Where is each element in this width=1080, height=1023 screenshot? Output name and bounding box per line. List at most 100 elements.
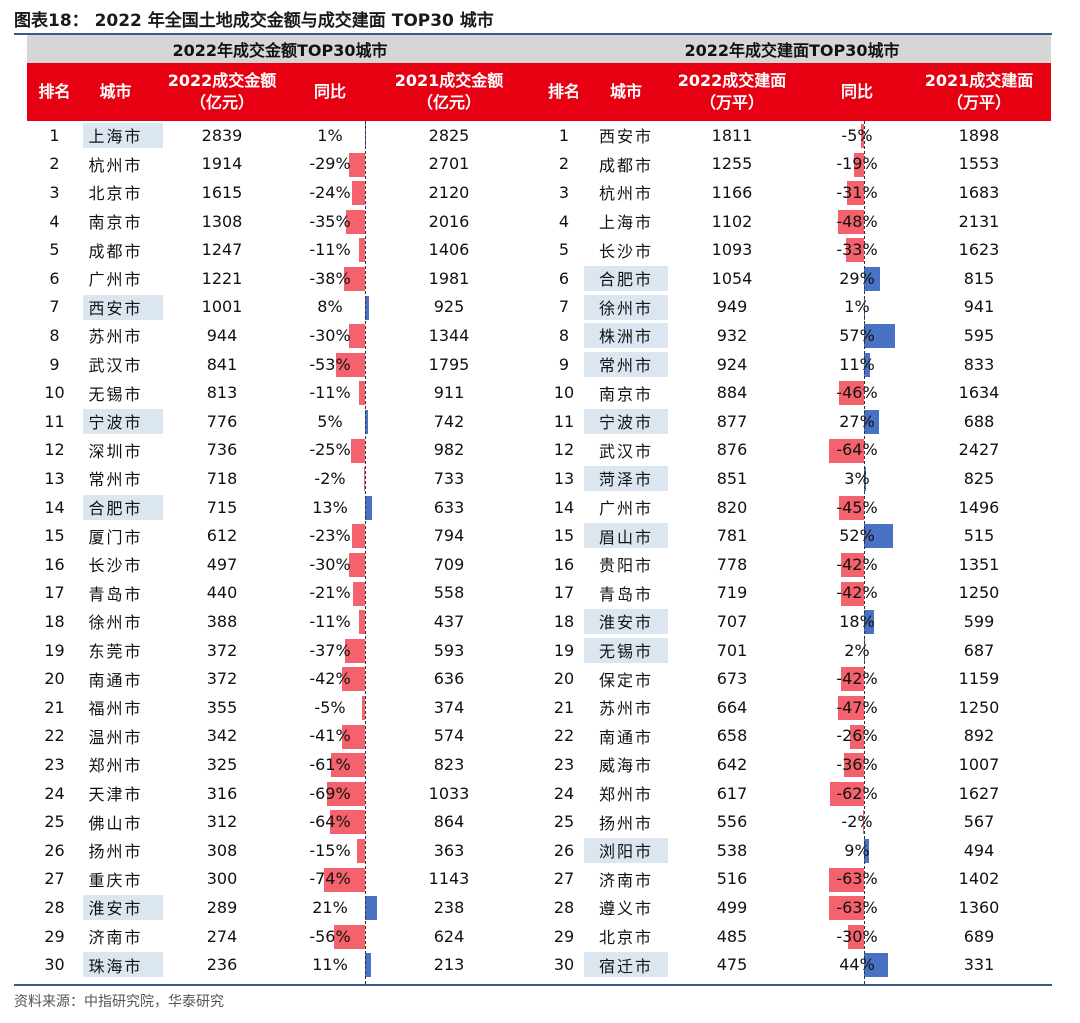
right-rank-cell: 12 <box>553 440 575 460</box>
right-yoy-label: -48% <box>836 211 878 231</box>
right-value-2021-cell: 2131 <box>958 211 1000 231</box>
table-row: 18 徐州市 388 -11% 437 18 淮安市 707 18% 599 <box>27 607 1051 636</box>
left-col-header-0: 排名 <box>38 82 71 101</box>
left-value-2021-cell: 1143 <box>428 869 470 889</box>
right-col-header-0: 排名 <box>547 82 580 101</box>
right-city-cell: 威海市 <box>598 756 653 776</box>
right-city-cell: 宁波市 <box>598 413 653 433</box>
table-row: 30 珠海市 236 11% 213 30 宿迁市 475 44% 331 <box>27 950 1051 979</box>
table-row: 26 扬州市 308 -15% 363 26 浏阳市 538 9% 494 <box>27 836 1051 865</box>
right-yoy-bar <box>864 839 869 863</box>
left-value-2022-cell: 372 <box>206 669 238 689</box>
table-row: 3 北京市 1615 -24% 2120 3 杭州市 1166 -31% 1683 <box>27 178 1051 207</box>
left-rank-cell: 13 <box>44 468 65 488</box>
right-rank-cell: 17 <box>553 583 575 603</box>
right-yoy-label: -19% <box>836 154 878 174</box>
left-city-cell: 苏州市 <box>88 327 143 347</box>
left-yoy-label: -74% <box>309 869 351 889</box>
right-city-cell: 北京市 <box>598 928 653 948</box>
table-row: 16 长沙市 497 -30% 709 16 贵阳市 778 -42% 1351 <box>27 550 1051 579</box>
right-city-cell: 宿迁市 <box>598 956 653 976</box>
left-city-cell: 天津市 <box>88 785 143 805</box>
right-col-header-3: 同比 <box>840 82 873 101</box>
left-value-2021-cell: 1795 <box>428 354 470 374</box>
right-value-2022-cell: 499 <box>716 897 748 917</box>
column-header-row: 排名 城市 2022成交金额 （亿元） 同比 2021成交金额 （亿元） 排名 城市 2022成交… <box>27 63 1051 121</box>
left-rank-cell: 15 <box>44 526 65 546</box>
right-value-2021-cell: 1634 <box>958 383 1000 403</box>
table-row: 6 广州市 1221 -38% 1981 6 合肥市 1054 29% 815 <box>27 264 1051 293</box>
left-yoy-label: -11% <box>309 240 351 260</box>
left-yoy-axis-line <box>365 121 366 984</box>
right-value-2021-cell: 815 <box>963 268 995 288</box>
left-city-cell: 成都市 <box>88 241 143 261</box>
left-rank-cell: 25 <box>44 812 65 832</box>
left-yoy-label: 11% <box>312 955 348 975</box>
right-yoy-label: -42% <box>836 583 878 603</box>
left-value-2022-cell: 236 <box>206 955 238 975</box>
left-yoy-bar <box>349 152 365 177</box>
left-city-cell: 厦门市 <box>88 527 143 547</box>
right-value-2022-cell: 1166 <box>711 182 753 202</box>
left-rank-cell: 1 <box>49 125 60 145</box>
table-row: 8 苏州市 944 -30% 1344 8 株洲市 932 57% 595 <box>27 321 1051 350</box>
right-value-2022-cell: 924 <box>716 354 748 374</box>
right-value-2021-cell: 1898 <box>958 125 1000 145</box>
left-value-2022-cell: 325 <box>206 754 238 774</box>
right-yoy-bar <box>838 696 864 720</box>
left-yoy-bar <box>365 896 377 921</box>
left-city-highlight <box>83 952 163 978</box>
right-value-2021-cell: 599 <box>963 611 995 631</box>
right-value-2022-cell: 673 <box>716 669 748 689</box>
left-city-cell: 西安市 <box>88 298 143 318</box>
right-city-cell: 长沙市 <box>598 241 653 261</box>
right-rank-cell: 22 <box>553 726 575 746</box>
right-city-cell: 贵阳市 <box>598 556 653 576</box>
left-city-cell: 扬州市 <box>88 842 143 862</box>
left-value-2022-cell: 289 <box>206 897 238 917</box>
right-value-2021-cell: 1250 <box>958 583 1000 603</box>
right-rank-cell: 19 <box>553 640 575 660</box>
right-yoy-label: -26% <box>836 726 878 746</box>
table-row: 2 杭州市 1914 -29% 2701 2 成都市 1255 -19% 1553 <box>27 150 1051 179</box>
left-yoy-bar <box>353 581 365 606</box>
left-col-header-2: 2022成交金额 （亿元） <box>167 71 277 112</box>
left-rank-cell: 23 <box>44 754 65 774</box>
left-yoy-bar <box>351 181 365 206</box>
right-city-cell: 常州市 <box>598 356 653 376</box>
right-rank-cell: 1 <box>558 125 570 145</box>
right-value-2022-cell: 884 <box>716 383 748 403</box>
right-value-2021-cell: 494 <box>963 840 995 860</box>
left-value-2021-cell: 733 <box>433 468 465 488</box>
left-yoy-bar <box>335 352 365 377</box>
right-value-2021-cell: 1683 <box>958 182 1000 202</box>
right-city-cell: 郑州市 <box>598 785 653 805</box>
table-row: 22 温州市 342 -41% 574 22 南通市 658 -26% 892 <box>27 722 1051 751</box>
left-rank-cell: 8 <box>49 325 60 345</box>
table-row: 21 福州市 355 -5% 374 21 苏州市 664 -47% 1250 <box>27 693 1051 722</box>
left-rank-cell: 22 <box>44 726 65 746</box>
right-value-2021-cell: 1553 <box>958 154 1000 174</box>
left-yoy-label: 21% <box>312 897 348 917</box>
right-city-cell: 杭州市 <box>598 184 653 204</box>
left-value-2021-cell: 2825 <box>428 125 470 145</box>
left-city-cell: 上海市 <box>88 127 143 147</box>
left-rank-cell: 14 <box>44 497 65 517</box>
right-city-cell: 扬州市 <box>598 813 653 833</box>
left-rank-cell: 4 <box>49 211 60 231</box>
right-value-2022-cell: 516 <box>716 869 748 889</box>
left-value-2021-cell: 2120 <box>428 182 470 202</box>
right-yoy-label: 11% <box>839 354 875 374</box>
right-value-2022-cell: 642 <box>716 754 748 774</box>
right-value-2022-cell: 876 <box>716 440 748 460</box>
right-yoy-bar <box>864 267 880 291</box>
right-value-2021-cell: 689 <box>963 926 995 946</box>
right-value-2022-cell: 707 <box>716 611 748 631</box>
left-value-2022-cell: 312 <box>206 812 238 832</box>
table-row: 19 东莞市 372 -37% 593 19 无锡市 701 2% 687 <box>27 636 1051 665</box>
right-value-2021-cell: 1007 <box>958 754 1000 774</box>
table-row: 1 上海市 2839 1% 2825 1 西安市 1811 -5% 1898 <box>27 121 1051 150</box>
left-rank-cell: 30 <box>44 955 65 975</box>
left-value-2022-cell: 388 <box>206 611 238 631</box>
right-value-2021-cell: 941 <box>963 297 995 317</box>
